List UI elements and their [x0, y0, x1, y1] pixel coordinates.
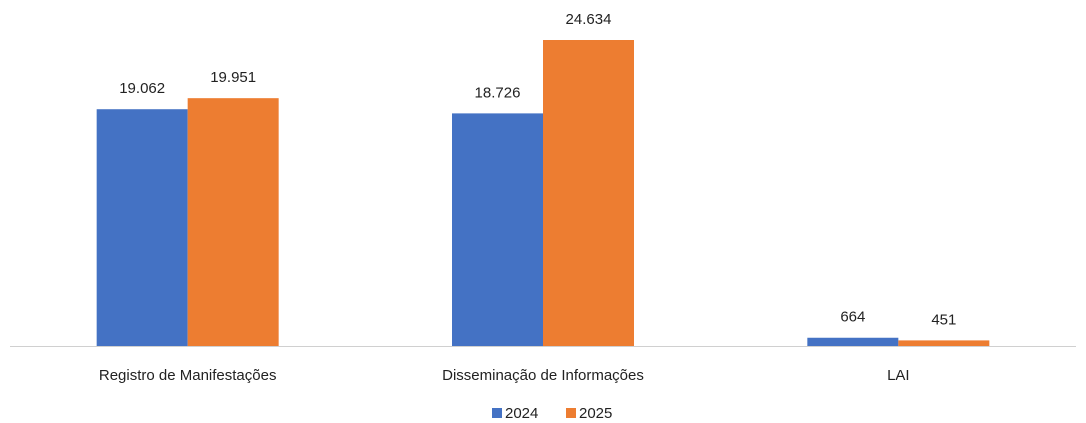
bar — [898, 340, 990, 346]
legend-swatch — [492, 408, 502, 418]
x-tick-label: Disseminação de Informações — [442, 367, 644, 384]
data-label: 664 — [840, 309, 865, 326]
bar — [187, 98, 279, 346]
bar — [807, 337, 899, 346]
bar — [452, 113, 543, 346]
data-label: 19.951 — [210, 69, 256, 86]
x-tick-label: LAI — [887, 367, 910, 384]
bar — [543, 40, 634, 346]
data-label: 19.062 — [119, 80, 165, 97]
bar — [96, 109, 188, 346]
legend-swatch — [566, 408, 576, 418]
data-label: 18.726 — [475, 84, 521, 101]
legend-label: 2025 — [579, 405, 612, 422]
x-tick-label: Registro de Manifestações — [99, 367, 277, 384]
data-label: 451 — [931, 311, 956, 328]
data-label: 24.634 — [566, 11, 612, 28]
legend-label: 2024 — [505, 405, 538, 422]
